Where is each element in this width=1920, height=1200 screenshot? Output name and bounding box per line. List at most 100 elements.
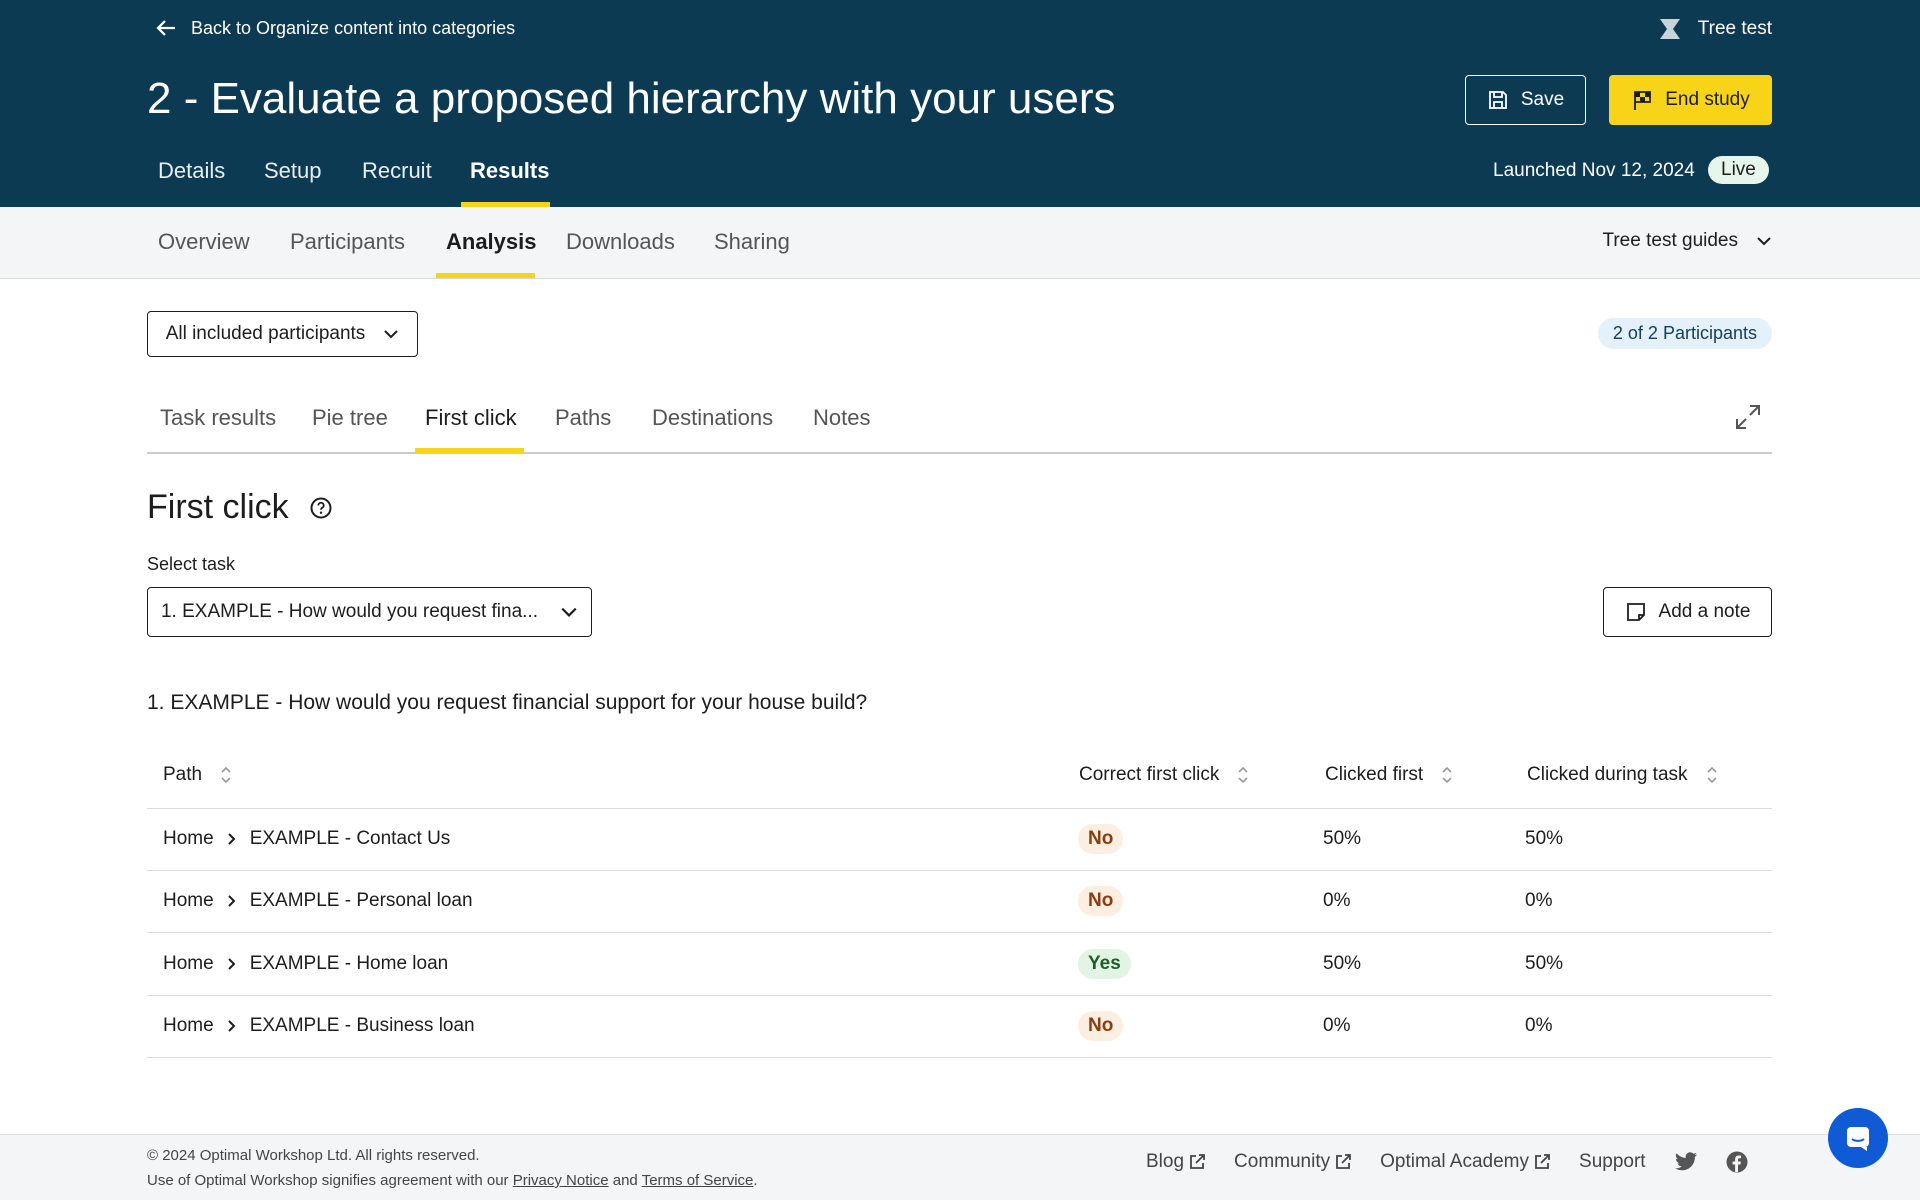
column-title: Path bbox=[163, 764, 203, 785]
footer-link[interactable]: Community bbox=[1234, 1151, 1352, 1173]
subnav: Overview Participants Analysis Downloads… bbox=[0, 207, 1920, 279]
nav-tab[interactable]: Results bbox=[470, 158, 550, 183]
section-heading: First click bbox=[147, 488, 333, 527]
section-title: First click bbox=[147, 488, 289, 526]
sort-icon[interactable] bbox=[1441, 765, 1453, 785]
row-divider bbox=[147, 870, 1772, 871]
product-icon bbox=[1659, 19, 1680, 39]
path-root: Home bbox=[163, 1015, 214, 1037]
analysis-tab[interactable]: Notes bbox=[813, 405, 871, 430]
facebook-icon[interactable] bbox=[1726, 1151, 1748, 1173]
analysis-tab[interactable]: Pie tree bbox=[312, 405, 388, 430]
nav-tab[interactable]: Recruit bbox=[362, 158, 432, 183]
save-button[interactable]: Save bbox=[1465, 75, 1586, 125]
add-note-button[interactable]: Add a note bbox=[1603, 587, 1772, 637]
product-text: Tree test bbox=[1697, 18, 1772, 39]
participant-filter[interactable]: All included participants bbox=[147, 311, 418, 357]
privacy-link[interactable]: Privacy Notice bbox=[512, 1172, 609, 1189]
subnav-tab[interactable]: Analysis bbox=[446, 229, 537, 254]
chat-button[interactable] bbox=[1828, 1108, 1888, 1168]
subnav-tab[interactable]: Downloads bbox=[566, 229, 675, 254]
tabs-divider bbox=[147, 452, 1772, 454]
task-question: 1. EXAMPLE - How would you request finan… bbox=[147, 691, 868, 714]
chat-icon bbox=[1847, 1127, 1869, 1151]
participant-count: 2 of 2 Participants bbox=[1597, 318, 1772, 349]
external-icon bbox=[1535, 1154, 1550, 1169]
column-title: Correct first click bbox=[1079, 764, 1220, 785]
subnav-tab[interactable]: Overview bbox=[158, 229, 250, 254]
footer-link[interactable]: Support bbox=[1579, 1151, 1646, 1173]
breadcrumb-chevron bbox=[227, 1020, 236, 1032]
task-select[interactable]: 1. EXAMPLE - How would you request fina.… bbox=[147, 587, 592, 637]
breadcrumb-chevron bbox=[227, 958, 236, 970]
analysis-tab[interactable]: First click bbox=[425, 405, 517, 430]
breadcrumb-chevron bbox=[227, 833, 236, 845]
guides-menu[interactable]: Tree test guides bbox=[1602, 230, 1772, 252]
chevron bbox=[1757, 237, 1771, 246]
path-root: Home bbox=[163, 890, 214, 912]
flag-icon bbox=[1634, 91, 1652, 110]
sort-icon[interactable] bbox=[220, 765, 232, 785]
agreement-text: Use of Optimal Workshop signifies agreem… bbox=[147, 1172, 509, 1189]
twitter-icon[interactable] bbox=[1674, 1152, 1698, 1172]
tab-indicator bbox=[436, 273, 535, 278]
column-header: Clicked during task bbox=[1527, 764, 1718, 786]
footer-link-text: Optimal Academy bbox=[1380, 1151, 1530, 1172]
path-page: EXAMPLE - Contact Us bbox=[249, 828, 451, 849]
column-header: Path bbox=[163, 764, 232, 786]
product-label: Tree test bbox=[1658, 17, 1772, 41]
correct-badge: Yes bbox=[1078, 948, 1131, 979]
path-root: Home bbox=[163, 952, 214, 974]
subnav-tab[interactable]: Participants bbox=[290, 229, 405, 254]
footer-link-text: Blog bbox=[1146, 1151, 1185, 1172]
clicked-during: 50% bbox=[1525, 952, 1564, 974]
help-icon[interactable] bbox=[309, 496, 333, 520]
task-select-text: 1. EXAMPLE - How would you request fina.… bbox=[160, 601, 538, 622]
expand-icon[interactable] bbox=[1735, 404, 1761, 430]
analysis-tab[interactable]: Task results bbox=[160, 405, 277, 430]
row-divider bbox=[147, 932, 1772, 934]
sort-icon[interactable] bbox=[1237, 765, 1249, 785]
clicked-first: 50% bbox=[1323, 828, 1362, 849]
terms-link[interactable]: Terms of Service bbox=[641, 1172, 754, 1189]
external-icon bbox=[1336, 1154, 1352, 1169]
row-divider bbox=[147, 1057, 1772, 1059]
sort-icon[interactable] bbox=[1706, 765, 1718, 785]
nav-tab[interactable]: Setup bbox=[264, 158, 322, 183]
nav-tab[interactable]: Details bbox=[158, 158, 226, 183]
back-link[interactable]: Back to Organize content into categories bbox=[155, 17, 515, 39]
footer-link[interactable]: Blog bbox=[1146, 1151, 1206, 1173]
guides-text: Tree test guides bbox=[1602, 230, 1738, 251]
footer-link-text: Community bbox=[1234, 1151, 1331, 1172]
back-icon bbox=[156, 20, 175, 36]
column-title: Clicked during task bbox=[1527, 764, 1688, 785]
status-badge: Live bbox=[1708, 156, 1769, 184]
end-study-button[interactable]: End study bbox=[1609, 75, 1772, 125]
analysis-tab[interactable]: Destinations bbox=[652, 405, 774, 430]
tab-indicator bbox=[415, 448, 524, 453]
back-text: Back to Organize content into categories bbox=[191, 17, 516, 38]
column-header: Clicked first bbox=[1325, 764, 1453, 786]
save-text: Save bbox=[1520, 89, 1565, 110]
select-label: Select task bbox=[147, 554, 236, 574]
chevron bbox=[561, 607, 577, 617]
analysis-tab[interactable]: Paths bbox=[555, 405, 612, 430]
tab-indicator bbox=[461, 202, 550, 207]
clicked-first: 0% bbox=[1323, 1015, 1351, 1037]
footer-links: Blog Community Optimal Academy Support bbox=[1146, 1151, 1748, 1173]
column-header: Correct first click bbox=[1079, 764, 1249, 786]
column-title: Clicked first bbox=[1325, 764, 1424, 785]
footer-link[interactable]: Optimal Academy bbox=[1380, 1151, 1551, 1173]
path-cell: Home EXAMPLE - Business loan bbox=[163, 1015, 475, 1037]
filter-text: All included participants bbox=[165, 323, 366, 344]
path-cell: Home EXAMPLE - Personal loan bbox=[163, 890, 473, 912]
footer: © 2024 Optimal Workshop Ltd. All rights … bbox=[0, 1134, 1920, 1200]
path-page: EXAMPLE - Home loan bbox=[249, 952, 449, 974]
subnav-tab[interactable]: Sharing bbox=[714, 229, 790, 254]
path-root: Home bbox=[163, 828, 214, 849]
path-cell: Home EXAMPLE - Contact Us bbox=[163, 828, 450, 850]
path-page: EXAMPLE - Business loan bbox=[249, 1015, 475, 1037]
clicked-during: 0% bbox=[1525, 890, 1553, 912]
agreement-and: and bbox=[612, 1172, 638, 1189]
